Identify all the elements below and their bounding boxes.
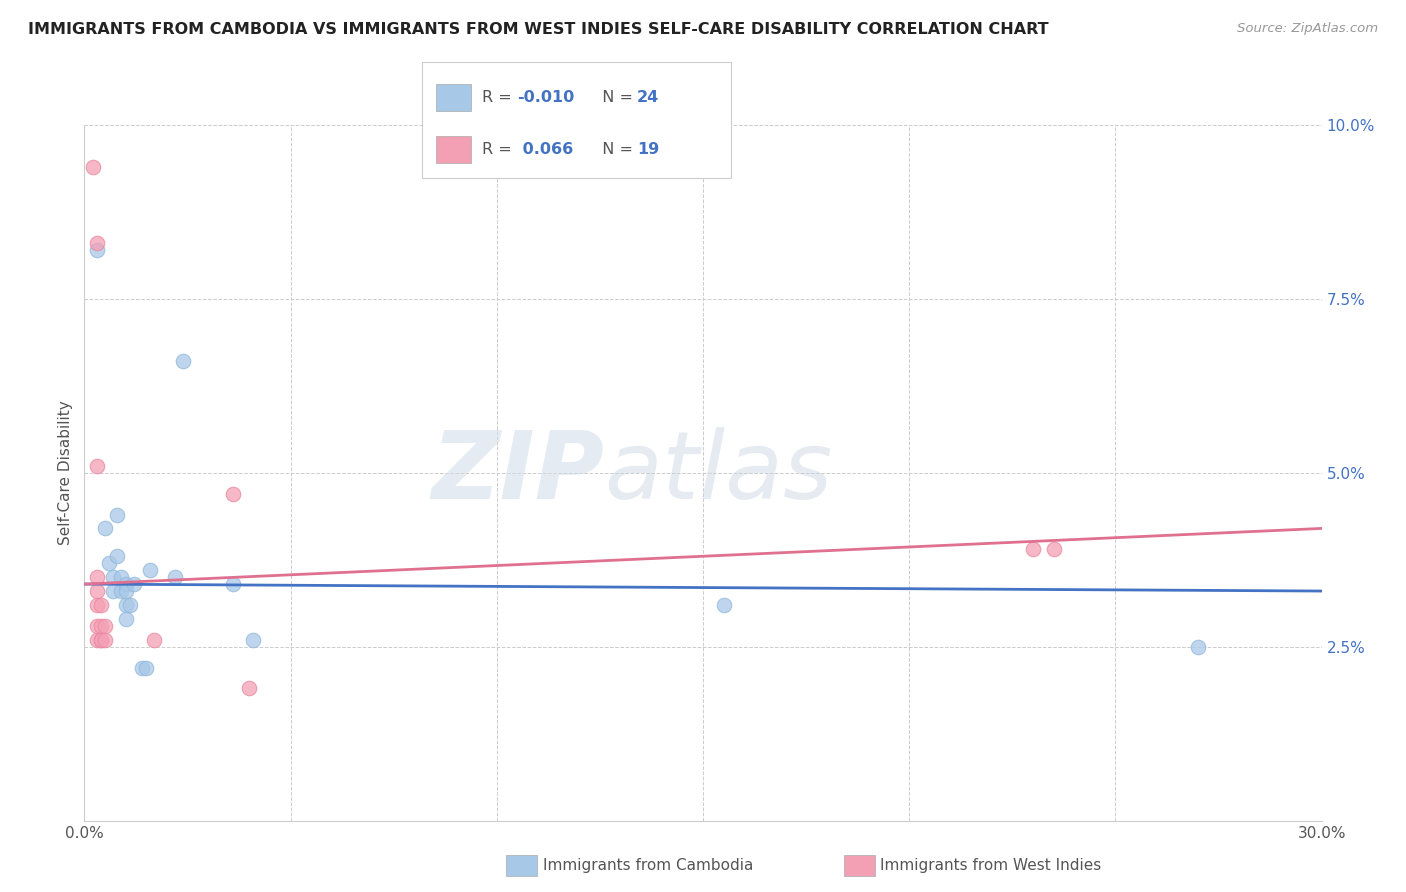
Point [222, 486, 245, 500]
Point [1187, 640, 1209, 654]
Point [122, 577, 145, 591]
Point [114, 584, 136, 599]
Text: R =: R = [482, 142, 517, 157]
Point [86, 584, 108, 599]
Text: Source: ZipAtlas.com: Source: ZipAtlas.com [1237, 22, 1378, 36]
Point [1042, 542, 1064, 557]
Point [118, 598, 141, 612]
Point [94, 632, 117, 647]
Text: N =: N = [592, 90, 638, 104]
Point [222, 577, 245, 591]
Point [114, 577, 136, 591]
Text: atlas: atlas [605, 427, 832, 518]
Text: Immigrants from West Indies: Immigrants from West Indies [880, 858, 1101, 872]
Point [86, 236, 108, 251]
Point [98, 556, 121, 570]
Text: ZIP: ZIP [432, 426, 605, 519]
Text: R =: R = [482, 90, 517, 104]
Point [103, 570, 125, 584]
Text: -0.010: -0.010 [517, 90, 575, 104]
Point [94, 619, 117, 633]
Point [90, 598, 112, 612]
Point [114, 612, 136, 626]
Point [165, 570, 187, 584]
Point [94, 521, 117, 535]
Point [131, 660, 153, 674]
Text: N =: N = [592, 142, 638, 157]
Text: 24: 24 [637, 90, 659, 104]
Point [86, 619, 108, 633]
Point [110, 584, 132, 599]
Point [114, 598, 136, 612]
Point [86, 598, 108, 612]
Text: 19: 19 [637, 142, 659, 157]
Point [139, 563, 162, 577]
Point [90, 632, 112, 647]
Point [238, 681, 260, 696]
Point [86, 570, 108, 584]
Point [135, 660, 157, 674]
Point [105, 508, 128, 522]
Text: Immigrants from Cambodia: Immigrants from Cambodia [543, 858, 754, 872]
Point [105, 549, 128, 564]
Point [242, 632, 264, 647]
Text: IMMIGRANTS FROM CAMBODIA VS IMMIGRANTS FROM WEST INDIES SELF-CARE DISABILITY COR: IMMIGRANTS FROM CAMBODIA VS IMMIGRANTS F… [28, 22, 1049, 37]
Point [713, 598, 735, 612]
Point [1022, 542, 1045, 557]
Y-axis label: Self-Care Disability: Self-Care Disability [58, 401, 73, 545]
Point [110, 570, 132, 584]
Point [82, 160, 104, 174]
Point [90, 632, 112, 647]
Point [86, 458, 108, 473]
Point [103, 584, 125, 599]
Point [86, 632, 108, 647]
Point [86, 243, 108, 257]
Point [143, 632, 166, 647]
Text: 0.066: 0.066 [517, 142, 574, 157]
Point [90, 619, 112, 633]
Point [172, 354, 194, 368]
